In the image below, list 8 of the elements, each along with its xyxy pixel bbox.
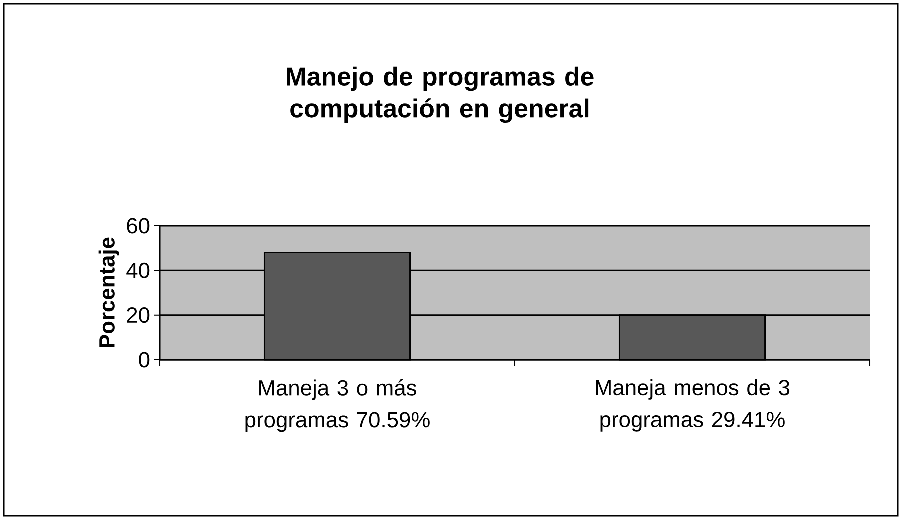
y-tick-label: 0 [139,352,150,368]
x-tick-label: Maneja menos de 3 programas 29.41% [596,379,790,432]
x-tick-label: Maneja 3 o más programas 70.59% [246,380,430,432]
y-axis-title: Porcentaje [98,238,120,348]
y-tick-label: 20 [127,308,150,324]
chart-title: Manejo de programas de computación en general [287,66,594,124]
y-tick-label: 60 [127,218,150,234]
y-tick-label: 40 [126,262,150,278]
